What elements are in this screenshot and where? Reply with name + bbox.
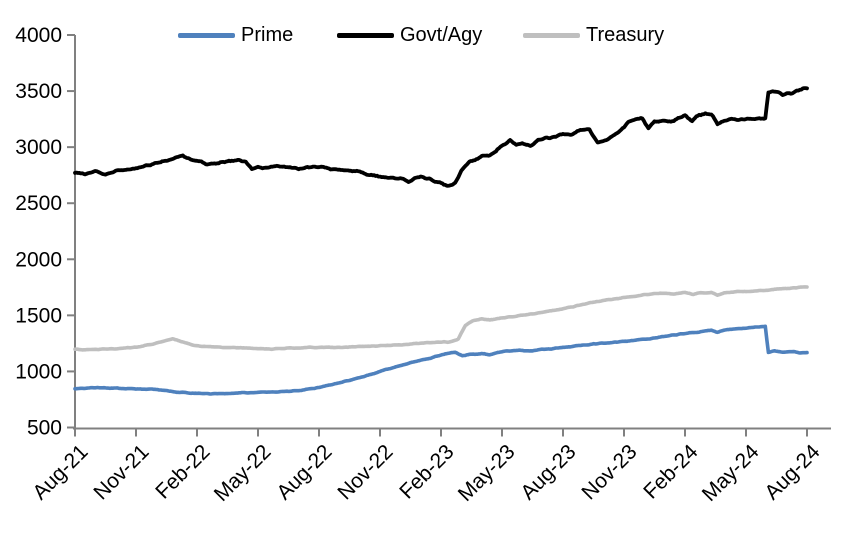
x-axis-tick-label: Aug-22 <box>272 440 336 504</box>
x-axis-tick-label: Nov-23 <box>577 440 641 504</box>
series-line-govt-agy <box>73 86 809 188</box>
y-axis-tick-label: 3000 <box>15 136 62 159</box>
x-axis-tick-label: Aug-23 <box>516 440 580 504</box>
y-axis-tick-label: 3500 <box>15 80 62 103</box>
y-axis-tick-label: 2500 <box>15 192 62 215</box>
x-axis-tick-label: May-24 <box>698 440 764 506</box>
x-axis-tick-label: Nov-22 <box>333 440 397 504</box>
x-axis-tick-label: May-23 <box>454 440 520 506</box>
y-axis-tick-label: 1000 <box>15 360 62 383</box>
y-axis-tick-label: 2000 <box>15 248 62 271</box>
y-axis-tick-label: 500 <box>27 417 62 440</box>
x-axis-tick-label: May-22 <box>210 440 276 506</box>
x-axis-tick-label: Aug-21 <box>28 440 92 504</box>
y-axis-tick-label: 4000 <box>15 24 62 47</box>
x-axis-tick-label: Aug-24 <box>760 440 824 504</box>
x-axis-tick-label: Feb-22 <box>151 440 214 503</box>
series-line-prime <box>73 324 809 396</box>
x-axis-tick-label: Nov-21 <box>89 440 153 504</box>
x-axis-tick-label: Feb-24 <box>639 440 703 504</box>
x-axis-tick-label: Feb-23 <box>395 440 458 503</box>
series-line-treasury <box>73 285 809 352</box>
y-axis-tick-label: 1500 <box>15 304 62 327</box>
